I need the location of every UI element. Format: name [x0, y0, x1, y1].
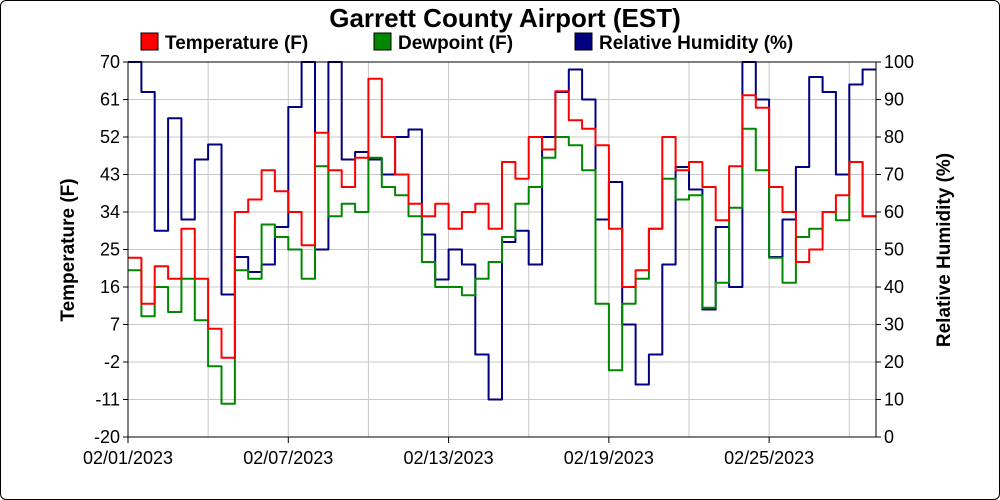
y-left-tick-label: 70 — [100, 52, 120, 72]
series-line-temperature-f — [128, 77, 876, 359]
y-right-tick-label: 20 — [884, 352, 904, 372]
x-tick-label: 02/07/2023 — [243, 448, 333, 468]
y-right-tick-label: 100 — [884, 52, 914, 72]
series-line-dewpoint-f — [128, 127, 876, 405]
x-tick-label: 02/13/2023 — [404, 448, 494, 468]
y-right-tick-label: 10 — [884, 390, 904, 410]
y-axis-left-ticks: -20 -11 -2 7 16 25 34 43 52 61 70 — [94, 52, 128, 447]
legend-swatch-dewpoint — [373, 32, 392, 51]
y-right-tick-label: 70 — [884, 165, 904, 185]
y-right-tick-label: 80 — [884, 127, 904, 147]
y-left-tick-label: 7 — [110, 315, 120, 335]
x-tick-label: 02/19/2023 — [564, 448, 654, 468]
x-axis-ticks: 02/01/2023 02/07/2023 02/13/2023 02/19/2023… — [83, 437, 814, 468]
chart-title: Garrett County Airport (EST) — [329, 3, 680, 33]
y-left-tick-label: 25 — [100, 240, 120, 260]
series-layer — [128, 61, 876, 405]
y-right-tick-label: 90 — [884, 90, 904, 110]
y-right-tick-label: 30 — [884, 315, 904, 335]
y-axis-right-ticks: 0 10 20 30 40 50 60 70 80 90 100 — [876, 52, 914, 447]
y-left-tick-label: 52 — [100, 127, 120, 147]
y-left-tick-label: -2 — [104, 352, 120, 372]
series-line-relative-humidity — [128, 61, 876, 401]
y-left-tick-label: 43 — [100, 165, 120, 185]
y-left-tick-label: 16 — [100, 277, 120, 297]
y-axis-left-label: Temperature (F) — [58, 178, 79, 321]
y-right-tick-label: 40 — [884, 277, 904, 297]
legend-label-temperature: Temperature (F) — [165, 33, 308, 54]
x-tick-label: 02/25/2023 — [724, 448, 814, 468]
legend-swatch-temperature — [140, 32, 159, 51]
y-left-tick-label: -11 — [95, 390, 120, 410]
y-left-tick-label: -20 — [94, 427, 120, 447]
y-left-tick-label: 34 — [100, 202, 120, 222]
legend: Temperature (F) Dewpoint (F) Relative Hu… — [140, 32, 793, 54]
legend-label-humidity: Relative Humidity (%) — [599, 33, 793, 54]
y-right-tick-label: 0 — [884, 427, 894, 447]
y-right-tick-label: 60 — [884, 202, 904, 222]
x-tick-label: 02/01/2023 — [83, 448, 173, 468]
y-axis-right-label: Relative Humidity (%) — [934, 153, 955, 347]
y-right-tick-label: 50 — [884, 240, 904, 260]
y-left-tick-label: 61 — [100, 90, 120, 110]
legend-label-dewpoint: Dewpoint (F) — [398, 33, 513, 54]
legend-swatch-humidity — [574, 32, 593, 51]
